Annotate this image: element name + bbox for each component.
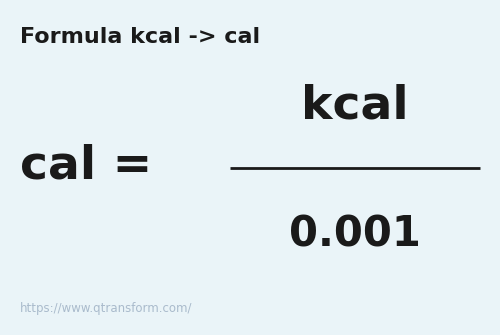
Text: https://www.qtransform.com/: https://www.qtransform.com/ (20, 302, 193, 315)
Text: 0.001: 0.001 (289, 213, 421, 256)
Text: kcal: kcal (301, 83, 409, 128)
Text: Formula kcal -> cal: Formula kcal -> cal (20, 27, 260, 47)
Text: cal =: cal = (20, 143, 152, 188)
